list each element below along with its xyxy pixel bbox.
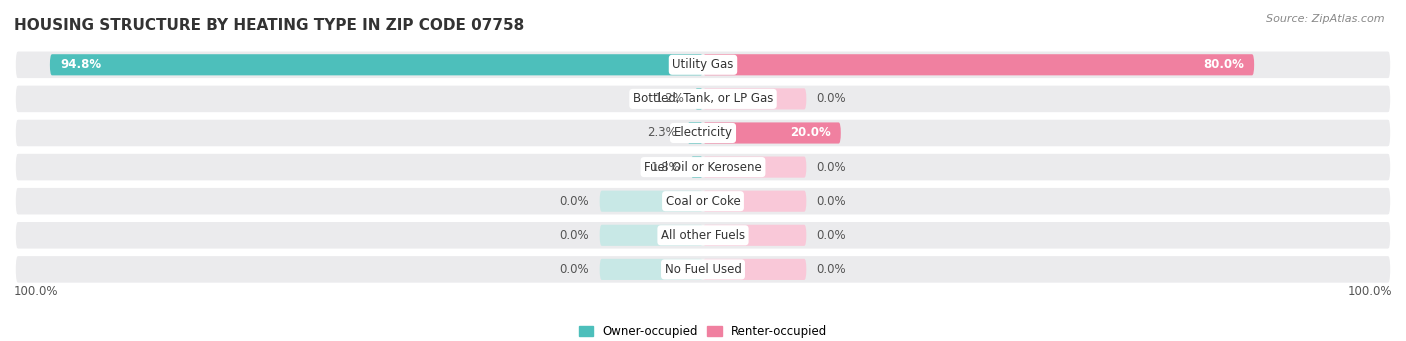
Text: 20.0%: 20.0% [790,127,831,139]
FancyBboxPatch shape [599,225,703,246]
Text: Utility Gas: Utility Gas [672,58,734,71]
Text: 0.0%: 0.0% [817,161,846,174]
Text: 0.0%: 0.0% [817,195,846,208]
FancyBboxPatch shape [599,191,703,212]
FancyBboxPatch shape [690,157,703,178]
Text: 80.0%: 80.0% [1204,58,1244,71]
Text: Source: ZipAtlas.com: Source: ZipAtlas.com [1267,14,1385,24]
Text: Coal or Coke: Coal or Coke [665,195,741,208]
Text: 100.0%: 100.0% [1347,285,1392,298]
FancyBboxPatch shape [599,259,703,280]
FancyBboxPatch shape [14,84,1392,114]
Text: 2.3%: 2.3% [647,127,676,139]
FancyBboxPatch shape [703,157,807,178]
Text: 0.0%: 0.0% [560,229,589,242]
Text: 94.8%: 94.8% [60,58,101,71]
Text: Bottled, Tank, or LP Gas: Bottled, Tank, or LP Gas [633,92,773,105]
Text: 1.8%: 1.8% [651,161,681,174]
FancyBboxPatch shape [688,122,703,144]
FancyBboxPatch shape [14,186,1392,216]
Text: 0.0%: 0.0% [817,229,846,242]
Text: 0.0%: 0.0% [560,195,589,208]
FancyBboxPatch shape [14,254,1392,284]
FancyBboxPatch shape [703,122,841,144]
Text: HOUSING STRUCTURE BY HEATING TYPE IN ZIP CODE 07758: HOUSING STRUCTURE BY HEATING TYPE IN ZIP… [14,18,524,33]
FancyBboxPatch shape [703,259,807,280]
FancyBboxPatch shape [695,88,703,109]
Text: 0.0%: 0.0% [560,263,589,276]
Text: Electricity: Electricity [673,127,733,139]
FancyBboxPatch shape [14,50,1392,80]
Legend: Owner-occupied, Renter-occupied: Owner-occupied, Renter-occupied [574,321,832,341]
FancyBboxPatch shape [14,152,1392,182]
FancyBboxPatch shape [703,88,807,109]
FancyBboxPatch shape [703,54,1254,75]
Text: 1.2%: 1.2% [655,92,685,105]
FancyBboxPatch shape [703,191,807,212]
Text: 0.0%: 0.0% [817,92,846,105]
Text: No Fuel Used: No Fuel Used [665,263,741,276]
Text: 0.0%: 0.0% [817,263,846,276]
Text: Fuel Oil or Kerosene: Fuel Oil or Kerosene [644,161,762,174]
FancyBboxPatch shape [703,225,807,246]
FancyBboxPatch shape [49,54,703,75]
Text: 100.0%: 100.0% [14,285,59,298]
FancyBboxPatch shape [14,118,1392,148]
FancyBboxPatch shape [14,220,1392,250]
Text: All other Fuels: All other Fuels [661,229,745,242]
